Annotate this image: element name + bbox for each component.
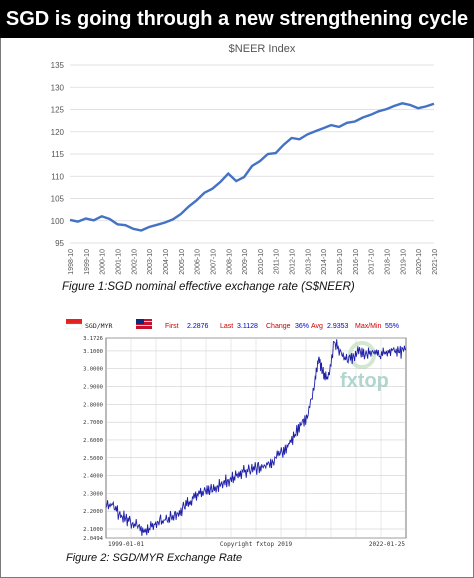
y-tick-label: 3.1000: [83, 349, 103, 355]
copyright-text: Copyright fxtop 2019: [220, 541, 293, 548]
x-tick-label: 2019-10: [400, 249, 407, 275]
x-tick-label: 2002-10: [131, 249, 138, 275]
first-value: 2.2876: [187, 323, 209, 330]
change-value: 36%: [295, 323, 309, 330]
x-end-label: 2022-01-25: [369, 541, 406, 548]
fx-header: SGD/MYR First 2.2876 Last 3.1128 Change …: [65, 319, 399, 330]
grid-lines: [106, 337, 406, 539]
page-title: SGD is going through a new strengthening…: [0, 0, 474, 38]
x-axis-ticks: 1998-10 1999-10 2000-10 2001-10 2002-10 2003-…: [68, 249, 439, 275]
y-tick-label: 3.1726: [83, 336, 103, 342]
y-tick-label: 130: [51, 83, 65, 92]
x-tick-label: 2003-10: [147, 249, 154, 275]
x-tick-label: 2017-10: [369, 249, 376, 275]
x-tick-label: 2016-10: [353, 249, 360, 275]
last-label: Last: [220, 323, 233, 330]
x-tick-label: 2021-10: [432, 249, 439, 275]
y-tick-label: 135: [51, 61, 65, 70]
y-tick-label: 115: [51, 150, 64, 159]
y-tick-label: 2.5000: [83, 456, 103, 462]
first-label: First: [165, 323, 179, 330]
singapore-flag-icon: [66, 319, 82, 324]
x-tick-label: 2020-10: [416, 249, 423, 275]
sgd-myr-series-line: [105, 339, 407, 536]
y-tick-label: 2.9000: [83, 385, 103, 391]
y-tick-label: 3.0000: [83, 367, 103, 373]
chart-title: $NEER Index: [229, 43, 296, 55]
grid-lines: [70, 64, 434, 244]
avg-value: 2.9353: [327, 323, 349, 330]
y-tick-label: 120: [51, 128, 65, 137]
x-tick-label: 2012-10: [290, 249, 297, 275]
x-start-label: 1999-01-01: [108, 541, 145, 548]
y-tick-label: 100: [51, 217, 65, 226]
malaysia-flag-canton: [136, 319, 144, 324]
y-tick-label: 2.8000: [83, 402, 103, 408]
avg-label: Avg: [311, 323, 323, 330]
y-tick-label: 2.1000: [83, 527, 103, 533]
fxtop-watermark: fxtop: [340, 370, 389, 392]
y-tick-label: 2.3000: [83, 491, 103, 497]
singapore-flag-icon-lower: [65, 323, 83, 330]
figure-1-caption: Figure 1:SGD nominal effective exchange …: [62, 281, 355, 293]
y-tick-label: 2.7000: [83, 420, 103, 426]
x-tick-label: 2007-10: [210, 249, 217, 275]
y-axis-ticks: 135 130 125 120 115 110 105 100 95: [51, 61, 65, 248]
last-value: 3.1128: [237, 323, 258, 330]
change-label: Change: [266, 323, 291, 330]
y-tick-label: 2.0494: [83, 536, 104, 542]
x-tick-label: 2010-10: [258, 249, 265, 275]
x-tick-label: 2001-10: [115, 249, 122, 275]
x-tick-label: 2011-10: [274, 249, 281, 274]
y-tick-label: 110: [51, 172, 64, 181]
maxmin-value: 55%: [385, 323, 399, 330]
x-tick-label: 2009-10: [242, 249, 249, 275]
neer-chart: $NEER Index 135 130 125 120 115 110 105 100 95 1…: [51, 43, 439, 275]
x-tick-label: 2018-10: [385, 249, 392, 275]
x-tick-label: 1999-10: [84, 249, 91, 275]
figure-2-caption: Figure 2: SGD/MYR Exchange Rate: [66, 552, 243, 564]
y-tick-label: 95: [55, 239, 64, 248]
y-tick-label: 125: [51, 106, 65, 115]
y-tick-label: 2.6000: [83, 438, 103, 444]
y-axis-ticks: 3.1726 3.1000 3.0000 2.9000 2.8000 2.7000 2.60…: [83, 336, 104, 542]
sgd-myr-chart: SGD/MYR First 2.2876 Last 3.1128 Change …: [65, 319, 407, 548]
y-tick-label: 2.2000: [83, 509, 103, 515]
x-tick-label: 1998-10: [68, 249, 75, 275]
neer-series-line: [69, 102, 435, 232]
x-tick-label: 2000-10: [100, 249, 107, 275]
x-tick-label: 2013-10: [305, 249, 312, 275]
x-tick-label: 2005-10: [179, 249, 186, 275]
x-tick-label: 2008-10: [226, 249, 233, 275]
currency-pair-label: SGD/MYR: [85, 322, 112, 330]
x-tick-label: 2015-10: [337, 249, 344, 275]
y-tick-label: 2.4000: [83, 474, 103, 480]
y-tick-label: 105: [51, 195, 65, 204]
x-tick-label: 2004-10: [163, 249, 170, 275]
x-tick-label: 2014-10: [321, 249, 328, 275]
x-tick-label: 2006-10: [195, 249, 202, 275]
maxmin-label: Max/Min: [355, 323, 382, 330]
